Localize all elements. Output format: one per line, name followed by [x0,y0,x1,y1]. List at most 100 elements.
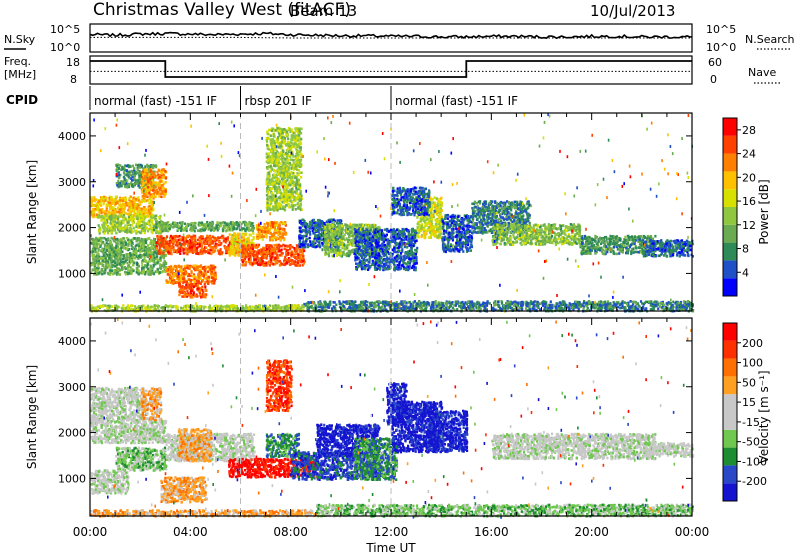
noise-series-1 [90,37,692,38]
data-cell [122,197,124,200]
data-cell [120,205,122,208]
data-cell [95,198,97,201]
data-cell [101,242,103,245]
data-cell [92,204,94,207]
radar-summary-plot: Christmas Valley West (fitACF) Beam 13 1… [0,0,800,554]
data-cell [116,226,118,229]
data-cell [123,228,125,231]
data-cell [116,263,118,266]
data-cell [117,207,119,210]
data-cell [110,251,112,254]
data-cell [98,216,100,219]
data-cell [126,229,128,232]
cpid-row: normal (fast) -151 IFrbsp 201 IFnormal (… [90,86,518,110]
data-cell [114,272,116,275]
data-cell [139,225,141,228]
data-cell [112,206,114,209]
data-cell [139,215,141,218]
data-cell [137,196,139,199]
freq-lines [90,61,692,77]
data-cell [154,251,156,254]
data-cell [130,204,132,207]
nsky-label: N.Sky [4,33,36,46]
data-cell [148,209,150,212]
data-cell [142,218,144,221]
data-cell [117,211,119,214]
data-cell [137,216,139,219]
data-cell [112,211,114,214]
data-cell [153,238,155,241]
data-cell [132,246,134,249]
data-cell [124,266,126,269]
data-cell [147,230,149,233]
data-cell [133,227,135,230]
data-cell [92,216,94,219]
data-cell [97,247,99,250]
data-cell [128,241,130,244]
data-cell [152,216,154,219]
data-cell [119,227,121,230]
data-cell [155,215,157,218]
noise-right-tick-top: 10^5 [706,23,736,36]
data-cell [121,220,123,223]
data-cell [95,237,97,240]
cpid-segment-label: rbsp 201 IF [245,94,312,108]
data-cell [140,242,142,245]
data-cell [159,271,161,274]
freq-left-tick-top: 18 [66,56,80,69]
data-cell [116,238,118,241]
data-cell [133,200,135,203]
data-cell [92,212,94,215]
data-cell [94,251,96,254]
data-cell [151,204,153,207]
nave-label: Nave [748,66,776,79]
data-cell [143,208,145,211]
freq-label: Freq. [4,55,31,68]
data-cell [117,218,119,221]
data-cell [144,200,146,203]
data-cell [141,224,143,227]
data-cell [101,208,103,211]
data-cell [106,229,108,232]
beam-label: Beam 13 [290,2,357,20]
data-cell [90,198,92,201]
data-cell [154,257,156,260]
data-cell [110,227,112,230]
data-cell [113,228,115,231]
freq-left-tick-bottom: 8 [70,73,77,86]
data-cell [132,270,134,273]
noise-left-tick-top: 10^5 [50,23,80,36]
data-cell [110,265,112,268]
data-cell [125,201,127,204]
data-cell [98,211,100,214]
noise-series-0 [90,33,692,39]
data-cell [135,226,137,229]
data-cell [143,253,145,256]
data-cell [96,203,98,206]
data-cell [109,204,111,207]
power-scatter [90,113,694,313]
data-cell [131,220,133,223]
data-cell [128,216,130,219]
data-cell [101,196,103,199]
data-cell [103,232,105,235]
data-cell [92,269,94,272]
data-cell [122,200,124,203]
data-cell [96,213,98,216]
data-cell [124,257,126,260]
data-cell [98,230,100,233]
data-cell [150,260,152,263]
data-cell [118,230,120,233]
data-cell [120,215,122,218]
data-cell [132,204,134,207]
data-cell [129,197,131,200]
data-cell [139,201,141,204]
data-cell [138,247,140,250]
data-cell [115,232,117,235]
data-cell [97,208,99,211]
data-cell [150,265,152,268]
data-cell [103,203,105,206]
data-cell [114,265,116,268]
data-cell [120,260,122,263]
data-cell [104,210,106,213]
